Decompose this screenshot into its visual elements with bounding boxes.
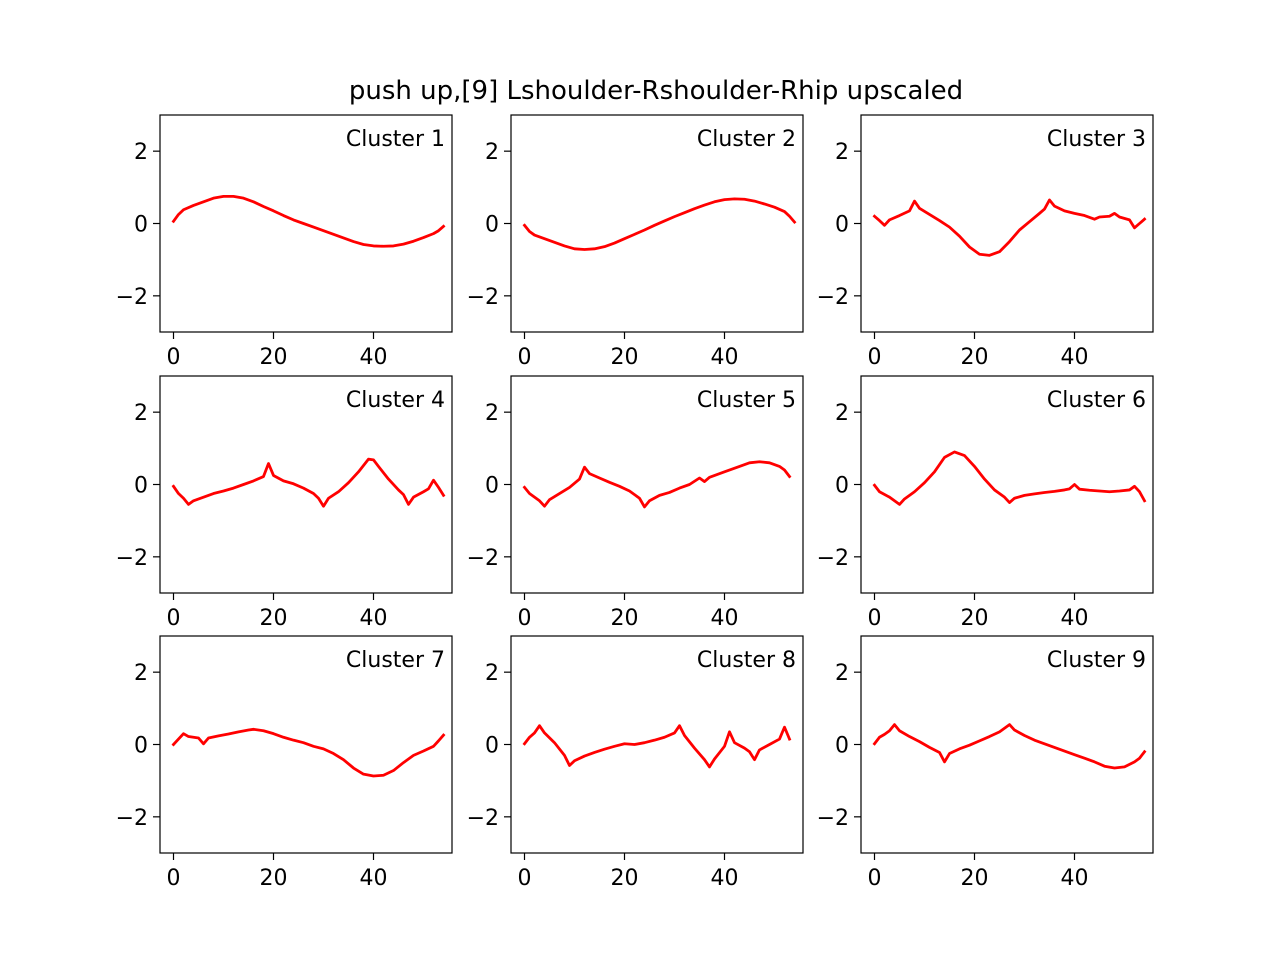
x-tick-label: 20	[961, 866, 989, 891]
y-tick-label: −2	[116, 806, 148, 831]
y-tick-label: −2	[467, 806, 499, 831]
cluster-label: Cluster 9	[1047, 648, 1146, 673]
y-tick-label: 2	[134, 661, 148, 686]
series-line	[872, 723, 1147, 770]
x-tick-label: 20	[260, 606, 288, 631]
y-tick-label: 0	[134, 734, 148, 759]
x-tick-label: 40	[1061, 606, 1089, 631]
x-tick-label: 0	[518, 866, 532, 891]
x-tick-label: 40	[1061, 345, 1089, 370]
y-tick-label: −2	[817, 546, 849, 571]
series-line	[171, 457, 446, 508]
series-line	[872, 450, 1147, 506]
cluster-label: Cluster 1	[346, 127, 445, 152]
x-tick-label: 0	[167, 606, 181, 631]
cluster-label: Cluster 2	[697, 127, 796, 152]
y-tick-label: 0	[835, 474, 849, 499]
x-tick-label: 20	[611, 866, 639, 891]
x-tick-label: 20	[961, 345, 989, 370]
series-line	[522, 197, 797, 251]
series-line	[171, 727, 446, 778]
x-tick-label: 40	[360, 345, 388, 370]
y-tick-label: 2	[485, 401, 499, 426]
y-tick-label: 0	[485, 474, 499, 499]
y-tick-label: −2	[817, 285, 849, 310]
cluster-label: Cluster 8	[697, 648, 796, 673]
y-tick-label: 0	[835, 734, 849, 759]
y-tick-label: 0	[485, 213, 499, 238]
x-tick-label: 0	[518, 345, 532, 370]
y-tick-label: 0	[134, 213, 148, 238]
x-tick-label: 0	[167, 866, 181, 891]
cluster-label: Cluster 5	[697, 388, 796, 413]
series-line	[171, 194, 446, 248]
cluster-label: Cluster 4	[346, 388, 445, 413]
series-line	[872, 198, 1147, 257]
x-tick-label: 20	[611, 345, 639, 370]
cluster-label: Cluster 6	[1047, 388, 1146, 413]
x-tick-label: 0	[167, 345, 181, 370]
x-tick-label: 40	[711, 345, 739, 370]
figure-title: push up,[9] Lshoulder-Rshoulder-Rhip ups…	[349, 76, 963, 106]
y-tick-label: 2	[134, 140, 148, 165]
y-tick-label: 2	[485, 140, 499, 165]
x-tick-label: 20	[611, 606, 639, 631]
x-tick-label: 20	[260, 345, 288, 370]
cluster-label: Cluster 7	[346, 648, 445, 673]
y-tick-label: 2	[485, 661, 499, 686]
x-tick-label: 0	[868, 606, 882, 631]
y-tick-label: 0	[835, 213, 849, 238]
x-tick-label: 40	[1061, 866, 1089, 891]
cluster-label: Cluster 3	[1047, 127, 1146, 152]
y-tick-label: 2	[134, 401, 148, 426]
y-tick-label: 0	[134, 474, 148, 499]
y-tick-label: −2	[467, 285, 499, 310]
x-tick-label: 40	[711, 866, 739, 891]
x-tick-label: 0	[868, 345, 882, 370]
x-tick-label: 20	[961, 606, 989, 631]
x-tick-label: 40	[360, 866, 388, 891]
y-tick-label: 0	[485, 734, 499, 759]
x-tick-label: 0	[518, 606, 532, 631]
x-tick-label: 0	[868, 866, 882, 891]
y-tick-label: 2	[835, 140, 849, 165]
y-tick-label: 2	[835, 401, 849, 426]
x-tick-label: 40	[711, 606, 739, 631]
y-tick-label: −2	[467, 546, 499, 571]
x-tick-label: 20	[260, 866, 288, 891]
y-tick-label: −2	[817, 806, 849, 831]
x-tick-label: 40	[360, 606, 388, 631]
series-line	[522, 724, 792, 769]
y-tick-label: −2	[116, 546, 148, 571]
y-tick-label: 2	[835, 661, 849, 686]
series-line	[522, 460, 792, 509]
y-tick-label: −2	[116, 285, 148, 310]
